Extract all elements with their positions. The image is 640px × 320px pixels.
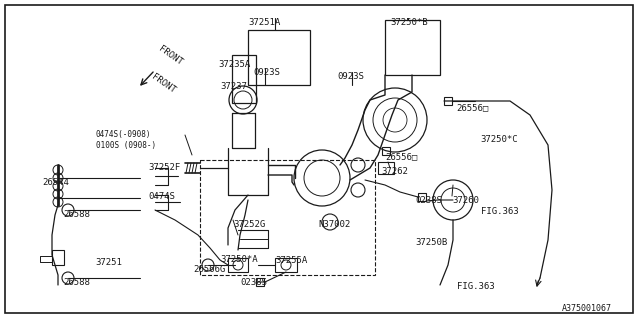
Bar	[200, 160, 375, 275]
Text: 0100S (0908-): 0100S (0908-)	[96, 141, 156, 150]
Text: 0923S: 0923S	[253, 68, 280, 77]
Bar	[378, 162, 394, 174]
Bar	[52, 250, 64, 265]
Text: 26588: 26588	[63, 210, 90, 219]
Text: 37260: 37260	[452, 196, 479, 205]
Text: 37235A: 37235A	[218, 60, 250, 69]
Text: 37250*C: 37250*C	[480, 135, 518, 144]
Text: 37252F: 37252F	[148, 163, 180, 172]
Text: 26544: 26544	[42, 178, 69, 187]
Bar	[248, 30, 310, 85]
Text: FRONT: FRONT	[150, 72, 177, 95]
Bar	[256, 278, 264, 286]
Text: 37251: 37251	[95, 258, 122, 267]
Text: FIG.363: FIG.363	[481, 207, 518, 216]
Text: 37252G: 37252G	[233, 220, 265, 229]
Bar	[444, 97, 452, 105]
Bar	[418, 193, 426, 201]
Text: 37250B: 37250B	[415, 238, 447, 247]
Text: 37255A: 37255A	[275, 256, 307, 265]
Text: A375001067: A375001067	[562, 304, 612, 313]
Text: 37237: 37237	[220, 82, 247, 91]
Bar	[382, 147, 390, 155]
Text: N37002: N37002	[318, 220, 350, 229]
Text: 26556□: 26556□	[385, 152, 417, 161]
Text: 37250*B: 37250*B	[390, 18, 428, 27]
Text: 0238S: 0238S	[415, 196, 442, 205]
Text: 37250*A: 37250*A	[220, 255, 258, 264]
Text: 0238S: 0238S	[240, 278, 267, 287]
Text: 0923S: 0923S	[337, 72, 364, 81]
Text: 26588: 26588	[63, 278, 90, 287]
Text: 26566G: 26566G	[193, 265, 225, 274]
Text: 0474S(-0908): 0474S(-0908)	[96, 130, 152, 139]
Bar	[385, 20, 440, 75]
Text: 26556□: 26556□	[456, 103, 488, 112]
Text: 0474S: 0474S	[148, 192, 175, 201]
Text: FRONT: FRONT	[157, 44, 184, 67]
Bar	[232, 55, 256, 103]
Text: FIG.363: FIG.363	[457, 282, 495, 291]
Text: 37262: 37262	[381, 167, 408, 176]
Bar	[228, 258, 248, 272]
Bar	[275, 258, 297, 272]
Text: 37251A: 37251A	[248, 18, 280, 27]
